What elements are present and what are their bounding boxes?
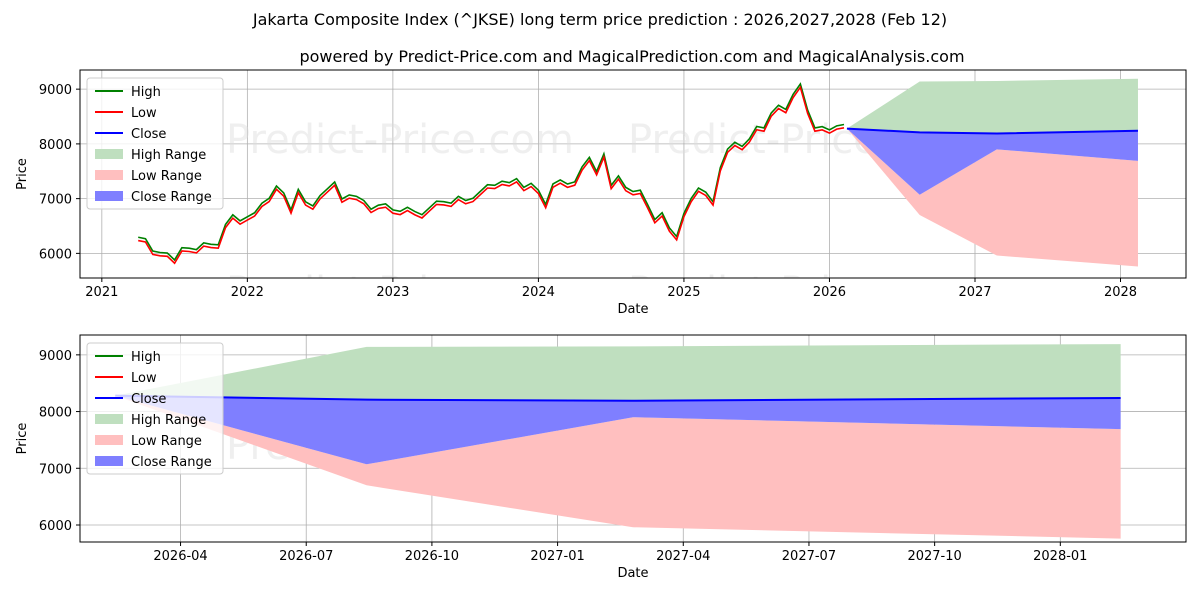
legend-label: Low: [131, 371, 157, 386]
legend-area-swatch: [95, 170, 123, 180]
legend-label: Close Range: [131, 455, 212, 470]
y-tick-label: 7000: [39, 193, 72, 208]
x-tick-label: 2025: [667, 285, 700, 300]
y-axis-label: Price: [15, 158, 30, 190]
x-axis-label: Date: [617, 302, 648, 317]
watermark-text: Predict-Price.com: [226, 269, 574, 315]
legend-area-swatch: [95, 435, 123, 445]
x-tick-label: 2027-04: [656, 549, 710, 564]
close-series-line: [115, 394, 1121, 402]
x-tick-label: 2027-07: [782, 549, 836, 564]
high-range-area: [115, 344, 1121, 401]
plot-area: Predict-Price.com Predict-Price.com Predic…: [138, 78, 1138, 315]
legend-area-swatch: [95, 191, 123, 201]
x-tick-label: 2024: [522, 285, 555, 300]
legend: High Low Close High Range Low Range Close Ran…: [86, 342, 224, 475]
plot-frame: [79, 334, 1187, 543]
x-tick-label: 2026-07: [279, 549, 333, 564]
legend-label: High: [131, 350, 161, 365]
legend-area-swatch: [95, 456, 123, 466]
close-range-area: [846, 128, 1138, 195]
watermark-text: Predict-Price.com: [226, 117, 574, 163]
x-tick-label: 2028-01: [1033, 549, 1087, 564]
legend-label: High: [131, 85, 161, 100]
legend-label: Close: [131, 392, 166, 407]
legend-label: Close: [131, 127, 166, 142]
x-tick-label: 2023: [376, 285, 409, 300]
long-term-chart: Predict-Price.com Predict-Price.com Predic…: [15, 69, 1187, 317]
y-tick-label: 9000: [39, 83, 72, 98]
x-tick-label: 2027: [958, 285, 991, 300]
y-tick-label: 6000: [39, 247, 72, 262]
y-tick-label: 8000: [39, 138, 72, 153]
x-tick-label: 2026: [813, 285, 846, 300]
legend-label: Low: [131, 106, 157, 121]
x-axis-label: Date: [617, 566, 648, 581]
x-tick-label: 2028: [1104, 285, 1137, 300]
legend-area-swatch: [95, 414, 123, 424]
chart-title: Jakarta Composite Index (^JKSE) long ter…: [252, 10, 947, 29]
high-range-area: [846, 78, 1138, 134]
low-range-area: [115, 395, 1121, 539]
close-series-line: [846, 127, 1138, 135]
watermark-text: Predict-Price.com: [628, 269, 976, 315]
low-range-area: [846, 128, 1138, 267]
legend-label: Close Range: [131, 190, 212, 205]
legend: High Low Close High Range Low Range Close Ran…: [86, 77, 224, 210]
legend-label: High Range: [131, 413, 206, 428]
legend-area-swatch: [95, 149, 123, 159]
chart-subtitle: powered by Predict-Price.com and Magical…: [299, 47, 964, 66]
y-axis-label: Price: [15, 423, 30, 455]
y-tick-label: 9000: [39, 349, 72, 364]
low-series-line: [138, 85, 845, 265]
legend-label: High Range: [131, 148, 206, 163]
legend-label: Low Range: [131, 434, 202, 449]
y-tick-label: 7000: [39, 462, 72, 477]
close-range-area: [115, 395, 1121, 465]
plot-frame: [79, 69, 1187, 279]
x-tick-label: 2027-10: [907, 549, 961, 564]
x-tick-label: 2021: [85, 285, 118, 300]
x-tick-label: 2027-01: [530, 549, 584, 564]
y-tick-label: 8000: [39, 406, 72, 421]
high-series-line: [138, 82, 845, 262]
x-tick-label: 2026-10: [405, 549, 459, 564]
x-tick-label: 2026-04: [153, 549, 207, 564]
y-tick-label: 6000: [39, 519, 72, 534]
x-tick-label: 2022: [231, 285, 264, 300]
legend-label: Low Range: [131, 169, 202, 184]
